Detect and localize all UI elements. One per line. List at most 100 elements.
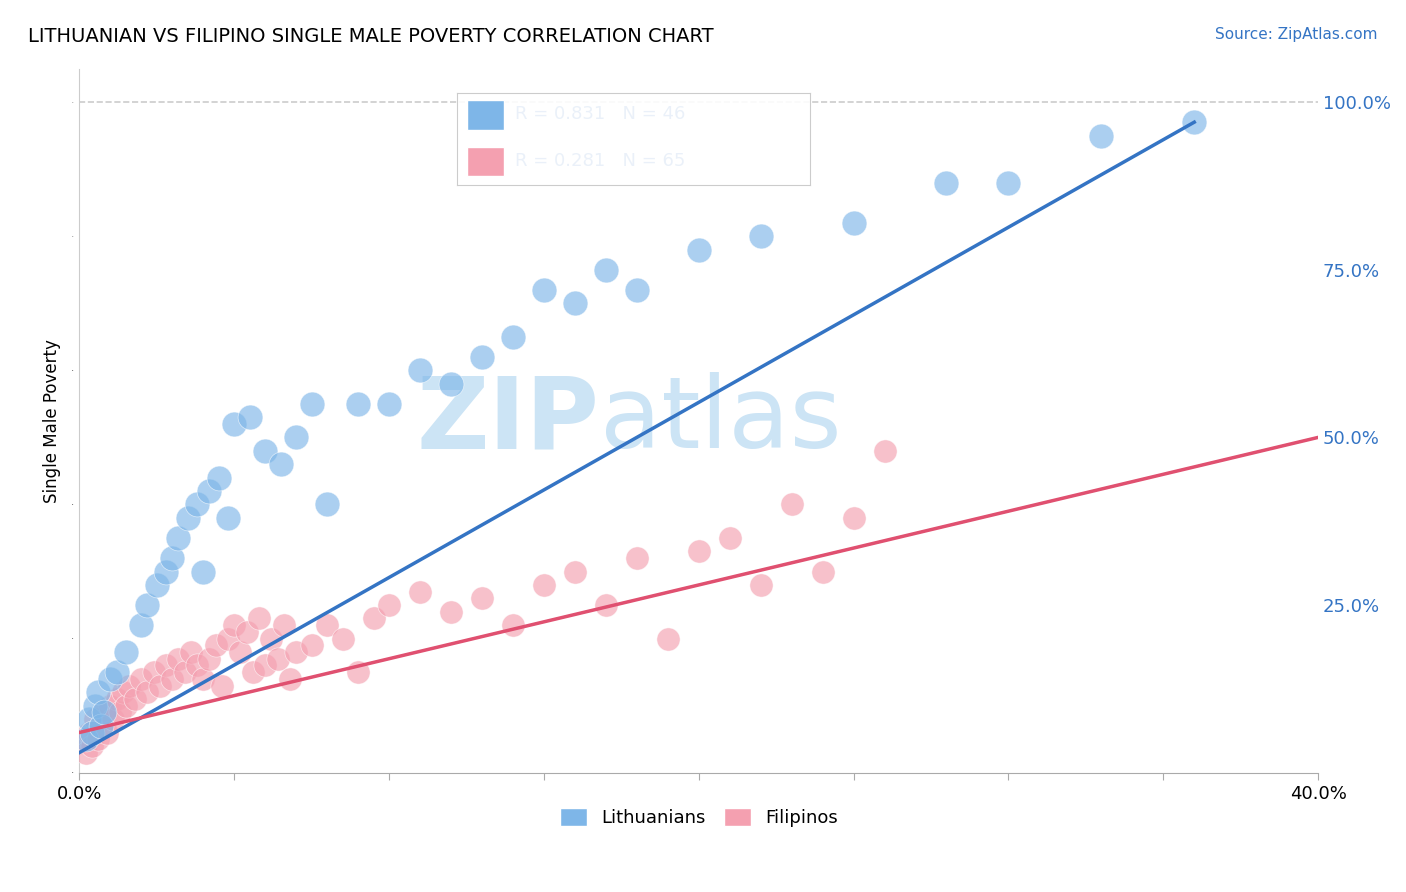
Point <box>347 397 370 411</box>
Point <box>162 672 184 686</box>
Point <box>193 672 215 686</box>
Point <box>129 618 152 632</box>
Text: R = 0.281   N = 65: R = 0.281 N = 65 <box>516 153 686 170</box>
Point <box>260 632 283 646</box>
Point <box>440 376 463 391</box>
Point <box>1182 115 1205 129</box>
Point <box>87 685 110 699</box>
Point <box>688 243 710 257</box>
Point <box>224 417 246 431</box>
Point <box>533 283 555 297</box>
Point <box>155 565 177 579</box>
Point <box>502 618 524 632</box>
Point <box>180 645 202 659</box>
Point <box>93 706 115 720</box>
Point <box>749 229 772 244</box>
Point <box>177 511 200 525</box>
Point <box>780 498 803 512</box>
Point <box>111 685 134 699</box>
Point <box>316 498 339 512</box>
Point <box>217 511 239 525</box>
Point <box>811 565 834 579</box>
Point <box>1090 128 1112 143</box>
Point <box>136 598 159 612</box>
Point <box>278 672 301 686</box>
Point <box>77 725 100 739</box>
Point <box>90 719 112 733</box>
Point <box>273 618 295 632</box>
Point <box>935 176 957 190</box>
Legend: Lithuanians, Filipinos: Lithuanians, Filipinos <box>553 800 845 834</box>
Point <box>270 457 292 471</box>
Point <box>77 712 100 726</box>
Point <box>347 665 370 680</box>
Point <box>93 706 115 720</box>
Point <box>842 511 865 525</box>
Point <box>718 531 741 545</box>
Point <box>471 591 494 606</box>
Point <box>186 658 208 673</box>
Text: atlas: atlas <box>599 372 841 469</box>
Point <box>98 672 121 686</box>
Point <box>239 410 262 425</box>
Point <box>595 262 617 277</box>
FancyBboxPatch shape <box>467 100 505 130</box>
Point <box>657 632 679 646</box>
Point <box>749 578 772 592</box>
Point <box>440 605 463 619</box>
Point <box>149 679 172 693</box>
Point <box>211 679 233 693</box>
Point <box>198 651 221 665</box>
Point <box>162 551 184 566</box>
Point <box>136 685 159 699</box>
Point <box>997 176 1019 190</box>
Point <box>409 584 432 599</box>
Point <box>193 565 215 579</box>
Point <box>873 443 896 458</box>
Point <box>254 658 277 673</box>
Point <box>626 551 648 566</box>
Point <box>75 746 97 760</box>
Point <box>409 363 432 377</box>
Point <box>564 565 586 579</box>
Point <box>254 443 277 458</box>
Point <box>80 739 103 753</box>
Point <box>142 665 165 680</box>
Point <box>186 498 208 512</box>
Point <box>173 665 195 680</box>
Point <box>285 645 308 659</box>
Point <box>229 645 252 659</box>
Point <box>332 632 354 646</box>
Point <box>688 544 710 558</box>
Point <box>247 611 270 625</box>
Point <box>224 618 246 632</box>
Point <box>114 645 136 659</box>
Point <box>124 692 146 706</box>
Point <box>72 732 94 747</box>
Point <box>217 632 239 646</box>
Point <box>90 719 112 733</box>
Point <box>363 611 385 625</box>
Point <box>155 658 177 673</box>
Text: R = 0.831   N = 46: R = 0.831 N = 46 <box>516 105 686 123</box>
Point <box>83 712 105 726</box>
Text: Source: ZipAtlas.com: Source: ZipAtlas.com <box>1215 27 1378 42</box>
Point <box>266 651 288 665</box>
Point <box>167 651 190 665</box>
Point <box>595 598 617 612</box>
FancyBboxPatch shape <box>467 146 505 177</box>
Point <box>235 624 257 639</box>
Point <box>167 531 190 545</box>
Point <box>96 725 118 739</box>
Text: ZIP: ZIP <box>416 372 599 469</box>
Point <box>378 397 401 411</box>
Point <box>75 732 97 747</box>
Point <box>204 638 226 652</box>
Point <box>145 578 167 592</box>
Point <box>118 679 141 693</box>
Point <box>83 698 105 713</box>
Point <box>98 698 121 713</box>
Point <box>626 283 648 297</box>
Point <box>471 350 494 364</box>
Point <box>285 430 308 444</box>
